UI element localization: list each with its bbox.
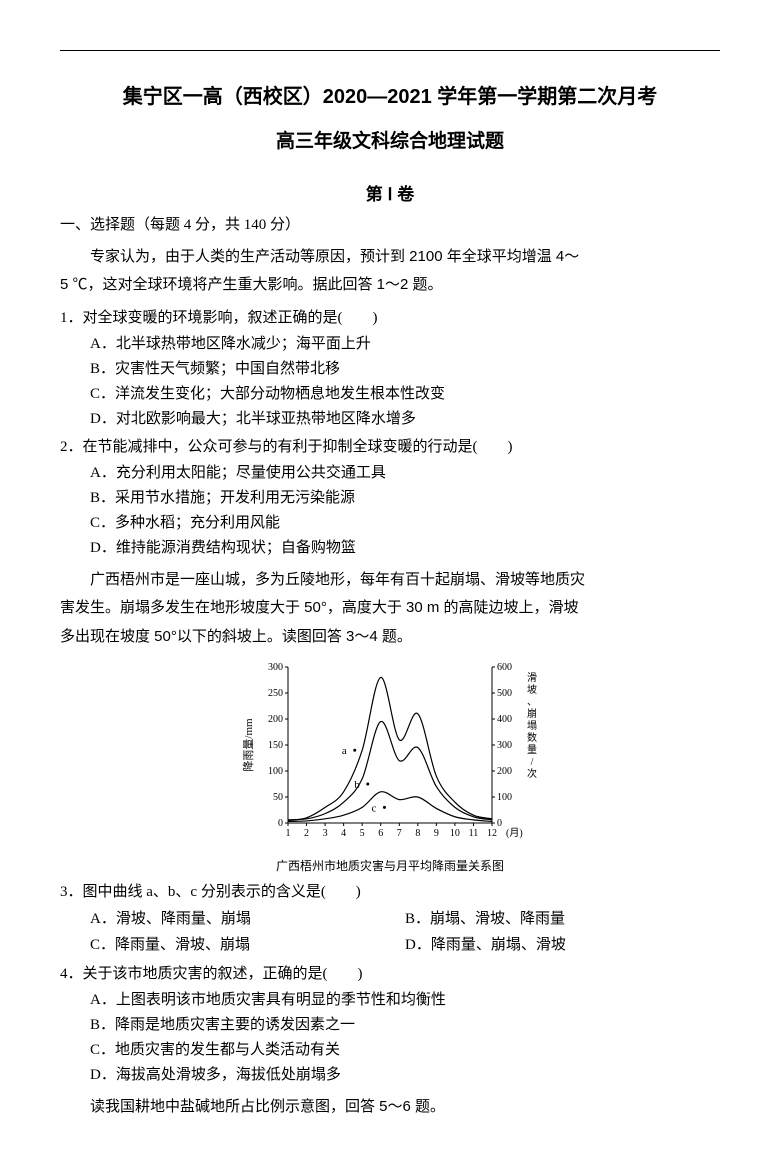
exam-title-line1: 集宁区一高（西校区）2020—2021 学年第一学期第二次月考 (60, 81, 720, 113)
svg-text:12: 12 (487, 828, 497, 839)
passage-1-line-b: 5 ℃，这对全球环境将产生重大影响。据此回答 1～2 题。 (60, 271, 720, 300)
q3-opt-a: A．滑坡、降雨量、崩塌 (90, 907, 405, 931)
svg-text:0: 0 (497, 818, 502, 829)
instructions: 一、选择题（每题 4 分，共 140 分） (60, 213, 720, 237)
q1-opt-b: B．灾害性天气频繁；中国自然带北移 (90, 357, 720, 381)
svg-text:500: 500 (497, 688, 512, 699)
q2-opt-c: C．多种水稻；充分利用风能 (90, 511, 720, 535)
svg-text:6: 6 (378, 828, 383, 839)
q2-opt-a: A．充分利用太阳能；尽量使用公共交通工具 (90, 461, 720, 485)
chart-container: 0501001502002503000100200300400500600123… (60, 657, 720, 876)
svg-text:600: 600 (497, 662, 512, 673)
svg-text:数: 数 (527, 731, 537, 744)
q4-opt-c: C．地质灾害的发生都与人类活动有关 (90, 1038, 720, 1062)
question-2-options: A．充分利用太阳能；尽量使用公共交通工具 B．采用节水措施；开发利用无污染能源 … (60, 461, 720, 560)
q2-opt-d: D．维持能源消费结构现状；自备购物篮 (90, 536, 720, 560)
svg-text:7: 7 (397, 828, 402, 839)
svg-text:1: 1 (286, 828, 291, 839)
passage-3: 读我国耕地中盐碱地所占比例示意图，回答 5～6 题。 (60, 1093, 720, 1122)
svg-text:塌: 塌 (527, 720, 537, 732)
svg-text:4: 4 (341, 828, 346, 839)
svg-text:200: 200 (497, 766, 512, 777)
top-rule (60, 50, 720, 51)
question-3-options: A．滑坡、降雨量、崩塌 B．崩塌、滑坡、降雨量 C．降雨量、滑坡、崩塌 D．降雨… (60, 906, 720, 958)
svg-text:、: 、 (527, 697, 537, 708)
question-3-stem: 3．图中曲线 a、b、c 分别表示的含义是( ) (60, 880, 720, 904)
svg-text:次: 次 (527, 767, 537, 780)
q3-opt-b: B．崩塌、滑坡、降雨量 (405, 907, 720, 931)
svg-text:11: 11 (469, 828, 479, 839)
svg-text:崩: 崩 (527, 707, 537, 720)
svg-text:b: b (354, 779, 360, 791)
passage-1-line-a: 专家认为，由于人类的生产活动等原因，预计到 2100 年全球平均增温 4～ (60, 243, 720, 272)
svg-text:250: 250 (268, 688, 283, 699)
svg-text:300: 300 (268, 662, 283, 673)
svg-text:0: 0 (278, 818, 283, 829)
svg-text:降雨量/mm: 降雨量/mm (241, 718, 255, 772)
svg-text:5: 5 (360, 828, 365, 839)
svg-text:9: 9 (434, 828, 439, 839)
q1-opt-d: D．对北欧影响最大；北半球亚热带地区降水增多 (90, 407, 720, 431)
q3-opt-d: D．降雨量、崩塌、滑坡 (405, 933, 720, 957)
rainfall-hazard-chart: 0501001502002503000100200300400500600123… (240, 657, 540, 847)
q4-opt-d: D．海拔高处滑坡多，海拔低处崩塌多 (90, 1063, 720, 1087)
q4-opt-b: B．降雨是地质灾害主要的诱发因素之一 (90, 1013, 720, 1037)
question-2-stem: 2．在节能减排中，公众可参与的有利于抑制全球变暖的行动是( ) (60, 435, 720, 459)
svg-text:(月): (月) (506, 827, 523, 839)
question-1-stem: 1．对全球变暖的环境影响，叙述正确的是( ) (60, 306, 720, 330)
chart-caption: 广西梧州市地质灾害与月平均降雨量关系图 (60, 857, 720, 876)
svg-text:300: 300 (497, 740, 512, 751)
question-4-stem: 4．关于该市地质灾害的叙述，正确的是( ) (60, 962, 720, 986)
passage-2-line-a: 广西梧州市是一座山城，多为丘陵地形，每年有百十起崩塌、滑坡等地质灾 (60, 566, 720, 595)
question-1-options: A．北半球热带地区降水减少；海平面上升 B．灾害性天气频繁；中国自然带北移 C．… (60, 332, 720, 431)
svg-text:c: c (372, 802, 377, 814)
svg-text:100: 100 (268, 766, 283, 777)
svg-text:/: / (531, 757, 534, 768)
svg-text:8: 8 (415, 828, 420, 839)
section-header: 第 Ⅰ 卷 (60, 181, 720, 208)
svg-text:150: 150 (268, 740, 283, 751)
svg-text:200: 200 (268, 714, 283, 725)
q2-opt-b: B．采用节水措施；开发利用无污染能源 (90, 486, 720, 510)
q4-opt-a: A．上图表明该市地质灾害具有明显的季节性和均衡性 (90, 988, 720, 1012)
svg-text:400: 400 (497, 714, 512, 725)
svg-text:坡: 坡 (527, 683, 537, 696)
q1-opt-c: C．洋流发生变化；大部分动物栖息地发生根本性改变 (90, 382, 720, 406)
svg-text:50: 50 (273, 792, 283, 803)
svg-text:a: a (342, 745, 347, 757)
svg-text:2: 2 (304, 828, 309, 839)
q1-opt-a: A．北半球热带地区降水减少；海平面上升 (90, 332, 720, 356)
svg-text:量: 量 (527, 744, 537, 756)
passage-2-line-b: 害发生。崩塌多发生在地形坡度大于 50°，高度大于 30 m 的高陡边坡上，滑坡 (60, 594, 720, 623)
passage-2-line-c: 多出现在坡度 50°以下的斜坡上。读图回答 3～4 题。 (60, 623, 720, 652)
svg-text:10: 10 (450, 828, 460, 839)
svg-text:3: 3 (323, 828, 328, 839)
svg-text:100: 100 (497, 792, 512, 803)
exam-title-line2: 高三年级文科综合地理试题 (60, 127, 720, 157)
svg-text:滑: 滑 (527, 672, 537, 684)
question-4-options: A．上图表明该市地质灾害具有明显的季节性和均衡性 B．降雨是地质灾害主要的诱发因… (60, 988, 720, 1087)
q3-opt-c: C．降雨量、滑坡、崩塌 (90, 933, 405, 957)
